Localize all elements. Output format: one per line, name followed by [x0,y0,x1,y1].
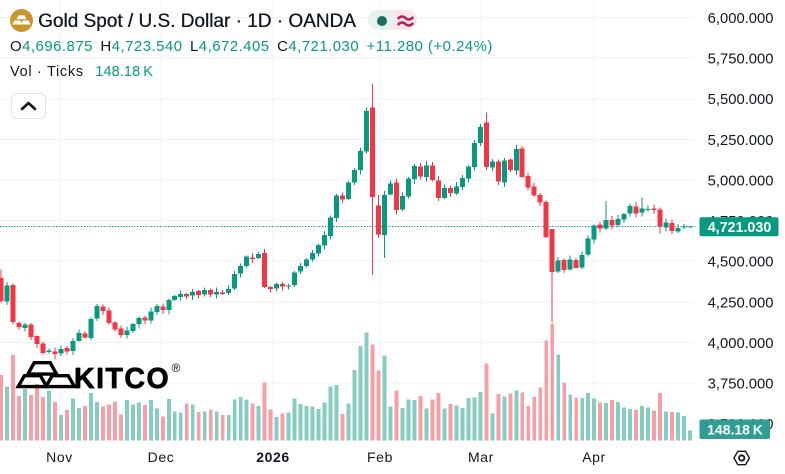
svg-text:Apr: Apr [582,449,606,465]
svg-text:4,000.000: 4,000.000 [708,336,774,352]
svg-text:Feb: Feb [367,449,393,465]
svg-text:3,750.000: 3,750.000 [708,377,774,393]
svg-text:148.18 K: 148.18 K [707,422,763,438]
svg-text:Nov: Nov [46,449,73,465]
svg-text:®: ® [172,361,181,375]
svg-text:4,500.000: 4,500.000 [708,255,774,271]
svg-text:4,250.000: 4,250.000 [708,295,774,311]
svg-text:2026: 2026 [256,449,290,465]
svg-text:5,500.000: 5,500.000 [708,92,774,108]
svg-text:5,250.000: 5,250.000 [708,133,774,149]
svg-text:KITCO: KITCO [74,363,170,395]
svg-text:4,721.030: 4,721.030 [708,220,772,236]
svg-text:5,000.000: 5,000.000 [708,173,774,189]
svg-text:5,750.000: 5,750.000 [708,52,774,68]
svg-text:Dec: Dec [148,449,175,465]
svg-text:6,000.000: 6,000.000 [708,11,774,27]
svg-text:Mar: Mar [468,449,494,465]
